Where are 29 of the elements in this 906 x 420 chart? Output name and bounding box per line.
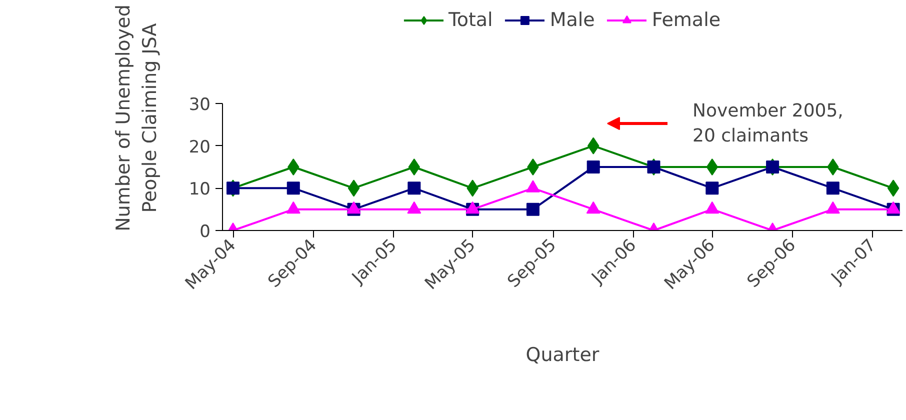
point (286, 201, 300, 214)
point (705, 201, 720, 214)
y-tick-label: 0 (200, 222, 211, 242)
point (706, 182, 719, 195)
point (526, 180, 540, 192)
y-tick-label: 10 (188, 180, 211, 200)
point (407, 201, 422, 214)
point (826, 182, 840, 195)
point (706, 158, 718, 176)
legend-label: Female (652, 9, 721, 31)
point (408, 158, 420, 176)
point (527, 158, 539, 176)
y-tick-label: 30 (188, 95, 211, 115)
x-axis-title: Quarter (526, 344, 600, 366)
point (408, 182, 421, 195)
point (286, 182, 300, 195)
y-axis-title: Number of Unemployed People Claiming JSA (112, 4, 161, 232)
point (348, 180, 360, 197)
point (586, 160, 600, 174)
point (288, 158, 300, 176)
legend-label: Total (448, 9, 493, 31)
annotation: November 2005, 20 claimants (692, 100, 844, 147)
point (827, 158, 839, 176)
legend-label: Male (550, 9, 595, 31)
point (586, 201, 600, 214)
point (826, 201, 840, 214)
point (887, 180, 900, 197)
point (526, 202, 540, 216)
y-tick-label: 20 (188, 137, 211, 158)
